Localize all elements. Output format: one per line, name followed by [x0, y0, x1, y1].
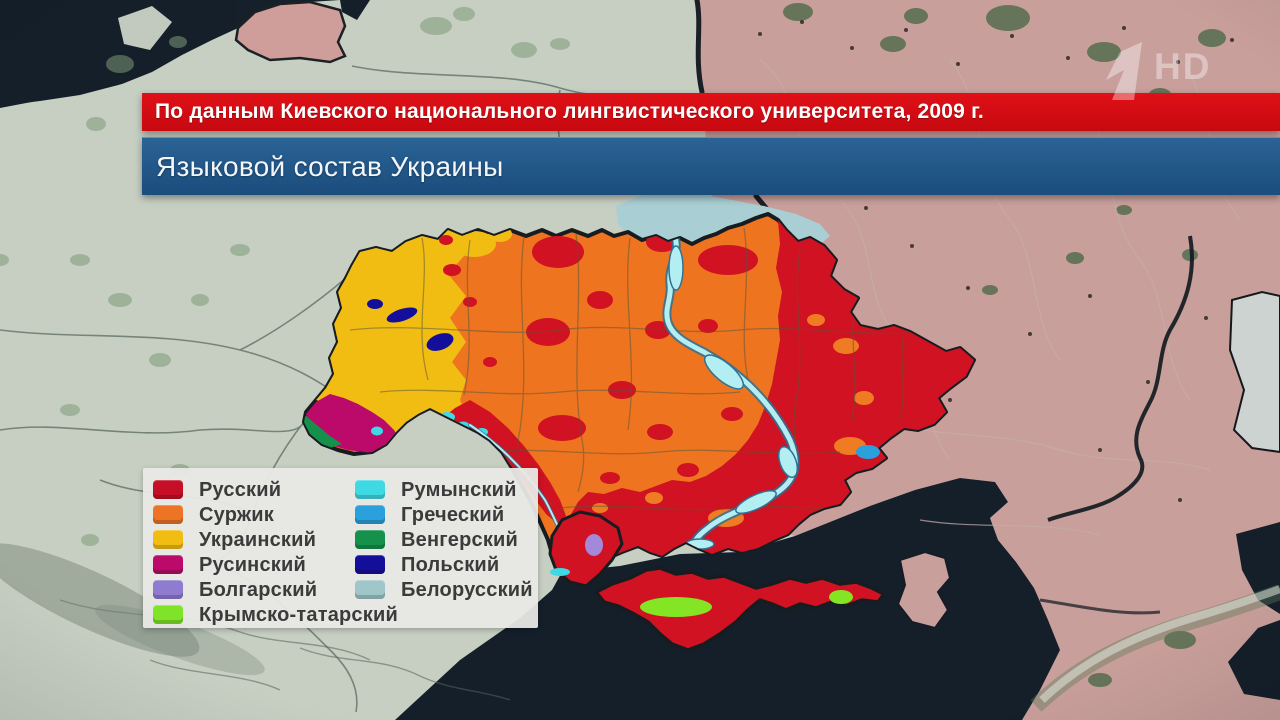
legend-label: Греческий [401, 503, 505, 526]
legend-label: Болгарский [199, 578, 318, 601]
legend-swatch [153, 480, 183, 499]
legend-item: Венгерский [355, 527, 533, 552]
legend-label: Русский [199, 478, 282, 501]
legend-swatch [153, 530, 183, 549]
legend-item: Суржик [153, 502, 398, 527]
channel-one-logo-icon [1106, 42, 1142, 100]
legend-item: Польский [355, 552, 533, 577]
source-text: По данным Киевского национального лингви… [155, 100, 984, 123]
legend-swatch [355, 480, 385, 499]
legend-item: Русинский [153, 552, 398, 577]
legend-label: Румынский [401, 478, 517, 501]
legend-swatch [153, 580, 183, 599]
legend-swatch [153, 605, 183, 624]
legend-label: Венгерский [401, 528, 519, 551]
legend-swatch [153, 555, 183, 574]
legend-item: Румынский [355, 477, 533, 502]
legend-label: Белорусский [401, 578, 533, 601]
legend-item: Крымско-татарский [153, 602, 398, 627]
channel-watermark: HD [1098, 36, 1238, 106]
legend-label: Крымско-татарский [199, 603, 398, 626]
legend-column-2: Румынский Греческий Венгерский Польский Бело… [355, 477, 533, 602]
legend-item: Русский [153, 477, 398, 502]
legend-label: Русинский [199, 553, 306, 576]
legend-item: Украинский [153, 527, 398, 552]
page-title: Языковой состав Украины [156, 150, 504, 182]
legend-swatch [355, 530, 385, 549]
legend-swatch [153, 505, 183, 524]
legend-item: Болгарский [153, 577, 398, 602]
crimea-region [594, 566, 886, 652]
legend-item: Греческий [355, 502, 533, 527]
legend-swatch [355, 580, 385, 599]
source-banner: По данным Киевского национального лингви… [142, 93, 1280, 131]
budjak-region [548, 510, 624, 588]
map-legend: Русский Суржик Украинский Русинский Болгарск… [143, 468, 538, 628]
legend-label: Польский [401, 553, 500, 576]
legend-item: Белорусский [355, 577, 533, 602]
legend-swatch [355, 505, 385, 524]
legend-label: Украинский [199, 528, 317, 551]
hd-label: HD [1154, 46, 1212, 87]
title-banner: Языковой состав Украины [142, 137, 1280, 195]
legend-label: Суржик [199, 503, 274, 526]
legend-column-1: Русский Суржик Украинский Русинский Болгарск… [153, 477, 398, 627]
legend-swatch [355, 555, 385, 574]
